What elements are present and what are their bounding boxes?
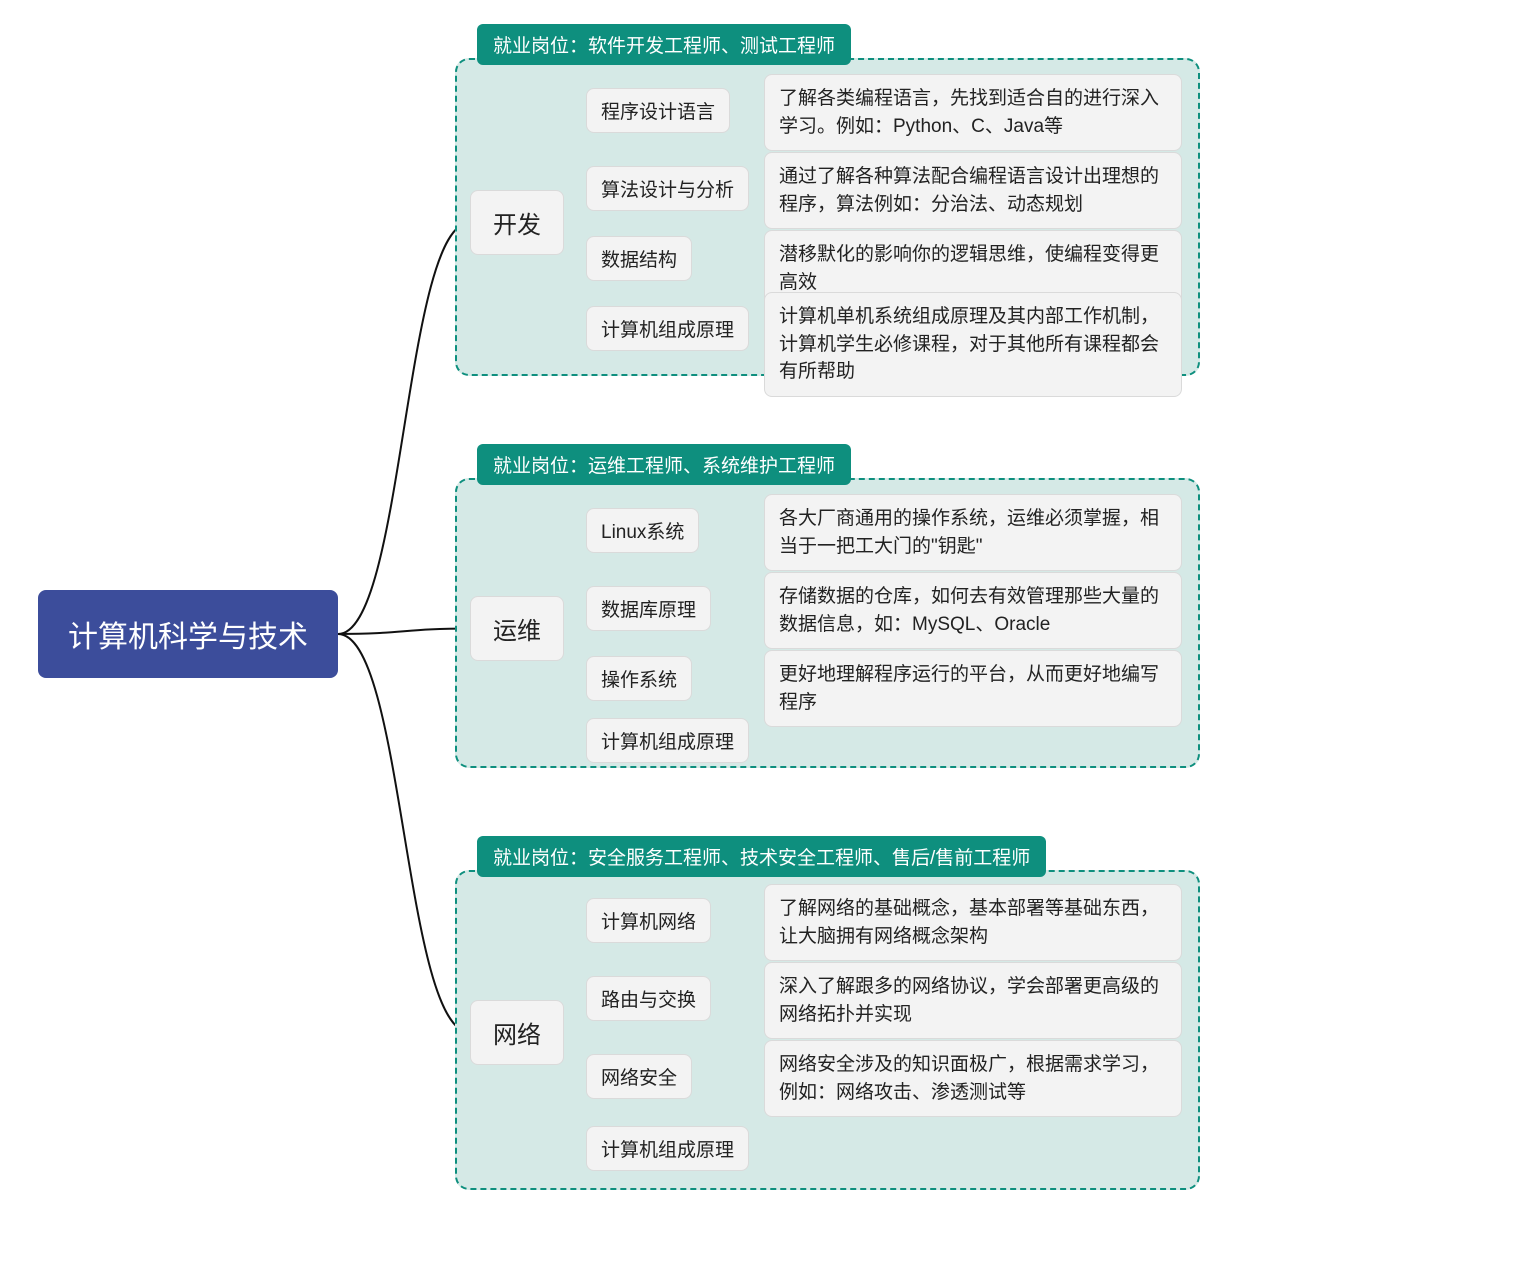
panel-tag-net: 就业岗位：安全服务工程师、技术安全工程师、售后/售前工程师 bbox=[477, 836, 1046, 877]
subject-node: Linux系统 bbox=[586, 508, 699, 553]
subject-node: 计算机组成原理 bbox=[586, 306, 749, 351]
description-node: 了解网络的基础概念，基本部署等基础东西，让大脑拥有网络概念架构 bbox=[764, 884, 1182, 961]
subject-node: 程序设计语言 bbox=[586, 88, 730, 133]
subject-node: 路由与交换 bbox=[586, 976, 711, 1021]
category-node-dev: 开发 bbox=[470, 190, 564, 255]
description-node: 了解各类编程语言，先找到适合自的进行深入学习。例如：Python、C、Java等 bbox=[764, 74, 1182, 151]
panel-tag-dev: 就业岗位：软件开发工程师、测试工程师 bbox=[477, 24, 851, 65]
category-node-ops: 运维 bbox=[470, 596, 564, 661]
subject-node: 网络安全 bbox=[586, 1054, 692, 1099]
subject-node: 计算机组成原理 bbox=[586, 1126, 749, 1171]
description-node: 计算机单机系统组成原理及其内部工作机制，计算机学生必修课程，对于其他所有课程都会… bbox=[764, 292, 1182, 397]
subject-node: 数据库原理 bbox=[586, 586, 711, 631]
subject-node: 计算机网络 bbox=[586, 898, 711, 943]
description-node: 网络安全涉及的知识面极广，根据需求学习，例如：网络攻击、渗透测试等 bbox=[764, 1040, 1182, 1117]
subject-node: 数据结构 bbox=[586, 236, 692, 281]
subject-node: 算法设计与分析 bbox=[586, 166, 749, 211]
root-node: 计算机科学与技术 bbox=[38, 590, 338, 678]
description-node: 通过了解各种算法配合编程语言设计出理想的程序，算法例如：分治法、动态规划 bbox=[764, 152, 1182, 229]
description-node: 各大厂商通用的操作系统，运维必须掌握，相当于一把工大门的"钥匙" bbox=[764, 494, 1182, 571]
description-node: 存储数据的仓库，如何去有效管理那些大量的数据信息，如：MySQL、Oracle bbox=[764, 572, 1182, 649]
subject-node: 操作系统 bbox=[586, 656, 692, 701]
panel-tag-ops: 就业岗位：运维工程师、系统维护工程师 bbox=[477, 444, 851, 485]
category-node-net: 网络 bbox=[470, 1000, 564, 1065]
subject-node: 计算机组成原理 bbox=[586, 718, 749, 763]
description-node: 深入了解跟多的网络协议，学会部署更高级的网络拓扑并实现 bbox=[764, 962, 1182, 1039]
description-node: 更好地理解程序运行的平台，从而更好地编写程序 bbox=[764, 650, 1182, 727]
